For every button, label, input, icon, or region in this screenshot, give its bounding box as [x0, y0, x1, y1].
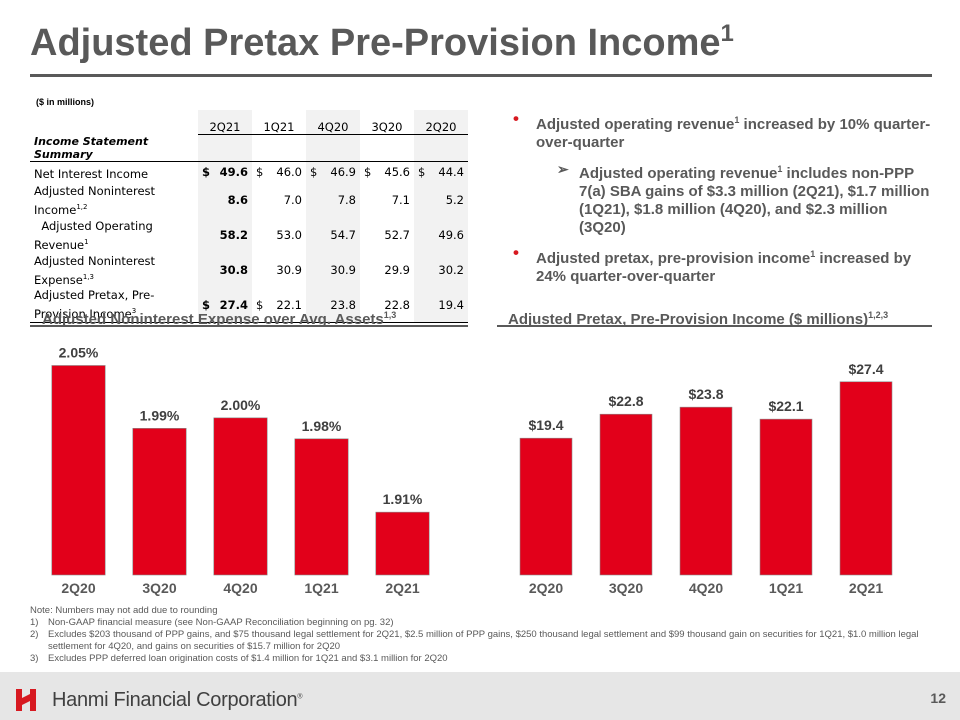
hanmi-logo-icon	[16, 689, 36, 711]
data-label: $19.4	[528, 417, 563, 433]
data-label: 2.05%	[59, 344, 99, 360]
x-tick-label: 2Q21	[385, 580, 419, 596]
x-tick-label: 3Q20	[609, 580, 643, 596]
bar-2Q21	[375, 511, 430, 576]
data-label: $22.1	[768, 398, 803, 414]
footnote-rounding: Note: Numbers may not add due to roundin…	[30, 605, 218, 616]
x-tick-label: 2Q20	[529, 580, 563, 596]
table-section-label: Income Statement Summary	[30, 134, 198, 162]
table-row: Adjusted Noninterest Income1,2 8.6 7.0 7…	[30, 183, 468, 218]
company-name: Hanmi Financial Corporation®	[52, 689, 303, 711]
data-label: $23.8	[688, 386, 723, 402]
x-tick-label: 4Q20	[223, 580, 257, 596]
chart-divider	[30, 325, 468, 327]
table-row: Adjusted Operating Revenue1 58.2 53.0 54…	[30, 217, 468, 253]
table-cell: 30.9	[306, 252, 360, 288]
data-label: 2.00%	[221, 397, 261, 413]
data-label: 1.99%	[140, 407, 180, 423]
commentary-bullets: • Adjusted operating revenue1 increased …	[513, 109, 933, 294]
bullet-item: • Adjusted operating revenue1 increased …	[513, 109, 931, 152]
footnote: 1) Non-GAAP financial measure (see Non-GA…	[30, 617, 394, 628]
table-cell: 30.2	[414, 252, 468, 288]
bar-4Q20	[679, 406, 733, 576]
table-row: Net Interest Income $49.6 $46.0 $46.9 $4…	[30, 161, 468, 183]
table-cell: $44.4	[414, 161, 468, 183]
bar-4Q20	[213, 417, 268, 576]
data-label: 1.98%	[302, 418, 342, 434]
table-units: ($ in millions)	[36, 97, 95, 107]
table-row: Adjusted Noninterest Expense1,3 30.8 30.…	[30, 252, 468, 288]
column-header: 3Q20	[360, 110, 414, 135]
chart-title: Adjusted Pretax, Pre-Provision Income ($…	[508, 310, 889, 328]
income-statement-table: 2Q21 1Q21 4Q20 3Q20 2Q20 Income Statemen…	[30, 110, 468, 324]
bar-2Q20	[519, 437, 573, 576]
table-cell: 8.6	[198, 183, 252, 218]
page-number: 12	[930, 690, 946, 706]
footnotes: Note: Numbers may not add due to roundin…	[30, 605, 945, 665]
row-label: Adjusted Noninterest Income1,2	[34, 184, 156, 217]
table-cell: 22.8	[360, 287, 414, 324]
row-label: Adjusted Noninterest Expense1,3	[34, 253, 156, 287]
table-cell: 23.8	[306, 287, 360, 324]
table-cell: 19.4	[414, 287, 468, 324]
table-cell: 30.9	[276, 263, 302, 278]
table-cell: $49.6	[198, 161, 252, 183]
table-cell: $45.6	[364, 165, 410, 180]
data-label: 1.91%	[383, 491, 423, 507]
ppi-chart: $19.4 2Q20 $22.8 3Q20 $23.8 4Q20 $22.1 1Q21 $27.…	[519, 361, 893, 596]
table-cell: 5.2	[414, 183, 468, 218]
table-cell: 7.8	[306, 183, 360, 218]
row-label: Net Interest Income	[34, 166, 149, 181]
table-cell: 49.6	[414, 217, 468, 253]
x-tick-label: 1Q21	[304, 580, 338, 596]
bar-3Q20	[132, 428, 187, 576]
table-cell: 29.9	[384, 263, 410, 278]
table-cell: 53.0	[276, 228, 302, 243]
bar-1Q21	[294, 438, 349, 576]
data-label: $22.8	[608, 393, 643, 409]
footnote: 2) Excludes $203 thousand of PPP gains, a…	[30, 629, 919, 652]
bar-3Q20	[599, 413, 653, 576]
expense-ratio-chart: 2.05% 2Q20 1.99% 3Q20 2.00% 4Q20 1.98% 1Q21 1.91…	[51, 344, 430, 596]
row-label: Adjusted Operating Revenue1	[34, 218, 157, 252]
chart-title: Adjusted Noninterest Expense over Avg. A…	[42, 310, 397, 328]
bar-2Q20	[51, 365, 106, 576]
column-header: 1Q21	[252, 110, 306, 135]
x-tick-label: 1Q21	[769, 580, 803, 596]
table-cell: 52.7	[384, 228, 410, 243]
x-tick-label: 2Q21	[849, 580, 883, 596]
table-cell: 58.2	[198, 217, 252, 253]
arrow-bullet-icon: ➢	[557, 161, 569, 177]
bullet-dot-icon: •	[513, 243, 519, 262]
table-row: Adjusted Pretax, Pre-Provision Income3 $…	[30, 287, 468, 324]
bullet-item: • Adjusted pretax, pre-provision income1…	[513, 243, 912, 286]
column-header: 4Q20	[306, 110, 360, 135]
bullet-dot-icon: •	[513, 109, 519, 128]
x-tick-label: 2Q20	[61, 580, 95, 596]
data-label: $27.4	[848, 361, 883, 377]
bar-1Q21	[759, 418, 813, 576]
table-cell: 7.0	[283, 193, 302, 208]
table-cell: 54.7	[306, 217, 360, 253]
table-cell: $27.4	[198, 287, 252, 324]
table-cell: $22.1	[252, 287, 306, 324]
chart-divider	[497, 325, 932, 327]
footnote: 3) Excludes PPP deferred loan origination…	[30, 653, 448, 664]
bar-2Q21	[839, 381, 893, 576]
x-tick-label: 3Q20	[142, 580, 176, 596]
table-cell: 7.1	[391, 193, 410, 208]
page-title: Adjusted Pretax Pre-Provision Income1	[30, 20, 734, 64]
title-divider	[30, 74, 932, 77]
bullet-item: ➢ Adjusted operating revenue1 includes n…	[557, 161, 930, 236]
table-cell: $46.0	[256, 165, 302, 180]
table-cell: $46.9	[306, 161, 360, 183]
row-label: Adjusted Pretax, Pre-Provision Income3	[30, 287, 198, 324]
footer-bar: Hanmi Financial Corporation® 12	[0, 672, 960, 720]
column-header: 2Q21	[198, 110, 252, 135]
column-header: 2Q20	[414, 110, 468, 135]
table-cell: 30.8	[198, 252, 252, 288]
x-tick-label: 4Q20	[689, 580, 723, 596]
